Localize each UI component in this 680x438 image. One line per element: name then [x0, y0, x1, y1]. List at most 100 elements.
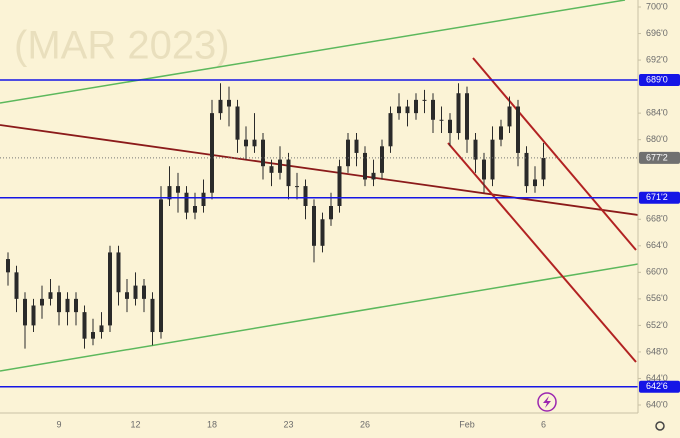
candle-body [320, 219, 325, 246]
candle-body [48, 292, 53, 299]
candle-body [31, 305, 36, 326]
candle-body [184, 192, 189, 213]
y-tick-label: 696'0 [646, 28, 668, 38]
settings-icon[interactable] [655, 421, 665, 431]
x-tick-label: Feb [459, 419, 475, 429]
axis: 700'0 696'0 692'0 684'0 680'0 668'0 664'0 660'0… [56, 1, 680, 429]
y-tick-label: 644'0 [646, 373, 668, 383]
candle-body [40, 298, 44, 306]
candle-body [354, 139, 359, 153]
candle-body [176, 186, 180, 193]
level-label-box [639, 73, 680, 86]
candle-body [167, 186, 172, 200]
y-tick-label: 700'0 [646, 1, 668, 11]
last-price-box [639, 151, 680, 164]
level-label-box [639, 380, 680, 393]
y-tick-label: 664'0 [646, 240, 668, 250]
candle-body [14, 272, 19, 299]
y-tick-label: 660'0 [646, 267, 668, 277]
candle-body [227, 99, 231, 107]
candle-body [23, 298, 27, 326]
candle-body [456, 93, 461, 134]
candle-body [74, 298, 78, 313]
y-tick-label: 684'0 [646, 108, 668, 118]
candle-body [533, 179, 537, 187]
candle-body [252, 139, 257, 147]
candle-body [57, 292, 61, 313]
x-tick-label: 9 [56, 419, 61, 429]
x-tick-label: 18 [207, 419, 217, 429]
candle-body [133, 285, 138, 299]
x-tick-label: 6 [541, 419, 546, 429]
x-tick-label: 23 [283, 419, 293, 429]
candle-body [201, 192, 206, 206]
y-tick-label: 668'0 [646, 214, 668, 224]
candle-body [218, 99, 223, 114]
level-label: 671'2 [646, 192, 668, 202]
plot [0, 79, 638, 388]
candle-body [388, 113, 393, 147]
level-label: 642'6 [646, 381, 668, 391]
candle-body [244, 139, 248, 147]
candle-body [91, 332, 95, 339]
candle-body [346, 139, 350, 167]
y-tick-label: 656'0 [646, 293, 668, 303]
candle-body [125, 292, 129, 299]
trend-line [0, 124, 639, 216]
y-tick-label: 652'0 [646, 320, 668, 330]
candle-body [490, 139, 495, 180]
candle-body [82, 312, 87, 339]
candle-body [312, 206, 316, 246]
candle-body [448, 119, 452, 134]
event-icon[interactable] [537, 392, 557, 412]
candle-body [371, 172, 376, 180]
candle-body [65, 298, 70, 313]
candle-body [108, 252, 112, 326]
trend-line [472, 57, 637, 251]
last-price-label: 677'2 [646, 152, 668, 162]
candle-body [269, 166, 274, 173]
level-label-box [639, 191, 680, 204]
candle-body [482, 159, 486, 180]
watermark: (MAR 2023) [14, 24, 230, 68]
candle-body [541, 157, 546, 180]
candle-body [439, 119, 444, 121]
candle-body [193, 206, 197, 213]
candle-body [159, 199, 163, 333]
y-tick-label: 680'0 [646, 134, 668, 144]
candle-body [337, 166, 342, 206]
candle-body [473, 139, 478, 160]
candle-body [397, 106, 401, 114]
candle-body [278, 159, 282, 173]
candle-body [235, 106, 240, 140]
level-label: 689'0 [646, 74, 668, 84]
candle-body [516, 106, 520, 153]
candle-body [405, 106, 410, 114]
trend-line [0, 263, 639, 372]
x-tick-label: 26 [360, 419, 370, 429]
candle-body [142, 285, 146, 299]
candle-body [295, 186, 299, 188]
candle-body [329, 206, 333, 220]
candle-body [524, 152, 529, 187]
candle-body [210, 113, 214, 193]
candle-body [303, 186, 308, 206]
candle-body [286, 159, 291, 187]
candle-body [499, 126, 503, 140]
candle-body [465, 93, 469, 140]
candle-body [150, 298, 155, 333]
candle-body [431, 99, 435, 120]
trend-line [0, 0, 626, 104]
candle-body [422, 99, 427, 101]
trend-line [447, 142, 637, 363]
y-tick-label: 648'0 [646, 346, 668, 356]
candle-body [507, 106, 512, 127]
event-icon-bolt [543, 396, 551, 408]
y-tick-label: 692'0 [646, 54, 668, 64]
candle-body [363, 152, 367, 180]
candle-body [380, 146, 384, 173]
candle-body [414, 99, 418, 114]
candle-body [6, 259, 10, 273]
